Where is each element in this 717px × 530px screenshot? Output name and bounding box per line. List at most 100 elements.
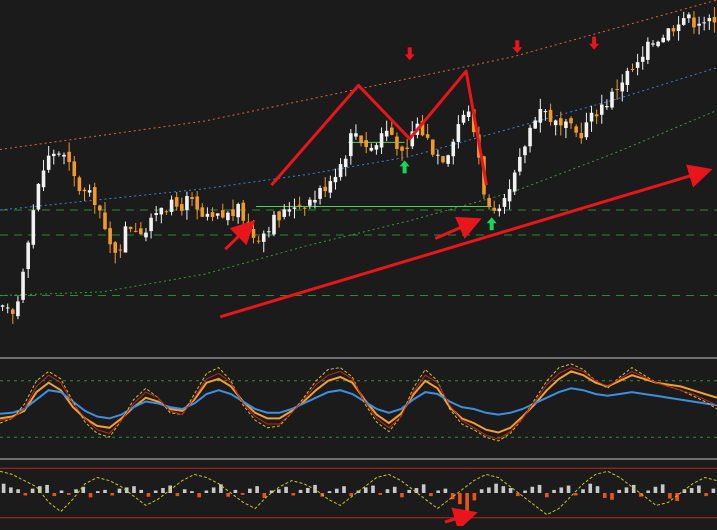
candle-body (11, 309, 15, 314)
candle-body (712, 16, 717, 23)
candle-body (676, 24, 681, 32)
momentum-bar (1, 483, 6, 493)
candle-body (16, 301, 20, 317)
momentum-bar (88, 493, 93, 498)
price-panel[interactable] (0, 0, 717, 324)
momentum-bar (16, 489, 20, 493)
candle-body (666, 28, 671, 41)
momentum-bar (240, 493, 245, 495)
candle-body (615, 89, 619, 91)
candle-body (57, 153, 61, 155)
candle-body (21, 271, 25, 300)
momentum-bar (624, 487, 629, 493)
momentum-bar (472, 493, 477, 501)
candle-body (215, 213, 220, 216)
candle-body (133, 230, 138, 232)
candle-body (26, 242, 30, 270)
momentum-bar (110, 493, 115, 496)
momentum-bar (573, 493, 578, 496)
channel-lower-line (0, 109, 717, 296)
candle-body (277, 211, 281, 221)
momentum-bar (414, 488, 419, 493)
oscillator-series-1 (0, 387, 717, 420)
candle-body (67, 151, 71, 163)
candle-body (681, 18, 686, 25)
momentum-bar (197, 493, 201, 498)
momentum-bar (342, 486, 346, 493)
momentum-bar (450, 493, 455, 500)
momentum-bar (153, 490, 158, 493)
candle-body (569, 118, 573, 124)
candle-body (154, 213, 158, 216)
oscillator-panel[interactable] (0, 363, 717, 442)
momentum-panel[interactable] (0, 467, 717, 530)
candle-body (36, 183, 41, 210)
momentum-bar (190, 491, 194, 493)
candle-body (548, 109, 553, 122)
candle-body (333, 176, 338, 183)
candle-body (226, 212, 230, 221)
momentum-bar (530, 486, 535, 493)
candle-body (200, 207, 205, 217)
candle-body (77, 177, 82, 192)
momentum-bar (139, 489, 144, 493)
candle-body (0, 305, 5, 307)
candle-body (466, 111, 471, 117)
candle-body (87, 190, 92, 193)
momentum-bar (501, 486, 506, 493)
momentum-bar (38, 486, 42, 493)
candle-body (349, 133, 353, 157)
candle-body (118, 249, 123, 251)
momentum-bar (371, 485, 375, 493)
momentum-bar (277, 489, 281, 493)
momentum-bar (523, 490, 527, 493)
buy-signal-arrow-icon (399, 160, 410, 174)
candle-body (144, 232, 148, 238)
momentum-bar (262, 493, 267, 498)
candle-body (364, 140, 368, 148)
candle-body (594, 114, 599, 117)
momentum-bar (704, 493, 708, 497)
momentum-bar (291, 493, 296, 496)
momentum-bar (81, 486, 86, 493)
momentum-bar (588, 483, 593, 493)
trend-arrow-2 (434, 216, 482, 240)
momentum-bar (581, 489, 585, 493)
candle-body (528, 127, 532, 147)
momentum-bar (479, 489, 484, 493)
candle-body (400, 146, 404, 151)
candle-body (82, 189, 87, 192)
momentum-bar (9, 487, 13, 493)
momentum-signal-line (0, 470, 717, 516)
candle-body (354, 133, 358, 137)
candle-body (395, 136, 399, 149)
candle-body (292, 207, 297, 209)
candle-body (507, 189, 512, 202)
buy-signal-arrow-icon (486, 217, 497, 231)
momentum-bar (646, 490, 651, 493)
candle-body (497, 208, 502, 212)
candle-body (313, 199, 317, 203)
momentum-bar (711, 488, 716, 493)
candle-body (651, 43, 655, 45)
candle-body (538, 109, 543, 123)
momentum-bar (52, 493, 57, 497)
candle-body (308, 199, 312, 206)
sell-signal-arrow-icon (404, 47, 415, 61)
candle-body (589, 112, 594, 122)
momentum-bar (653, 486, 658, 493)
candle-body (210, 212, 215, 217)
candle-body (543, 111, 548, 113)
candle-body (384, 130, 389, 137)
momentum-bar (269, 490, 274, 493)
candle-body (605, 106, 609, 108)
momentum-bar (45, 484, 49, 493)
momentum-bar (465, 493, 469, 512)
momentum-annotation-arrow (444, 507, 478, 530)
candle-body (103, 212, 107, 230)
candle-body (630, 68, 635, 70)
candle-body (113, 242, 118, 253)
candle-body (282, 209, 287, 217)
candle-body (318, 187, 322, 199)
channel-upper-line (0, 0, 717, 150)
